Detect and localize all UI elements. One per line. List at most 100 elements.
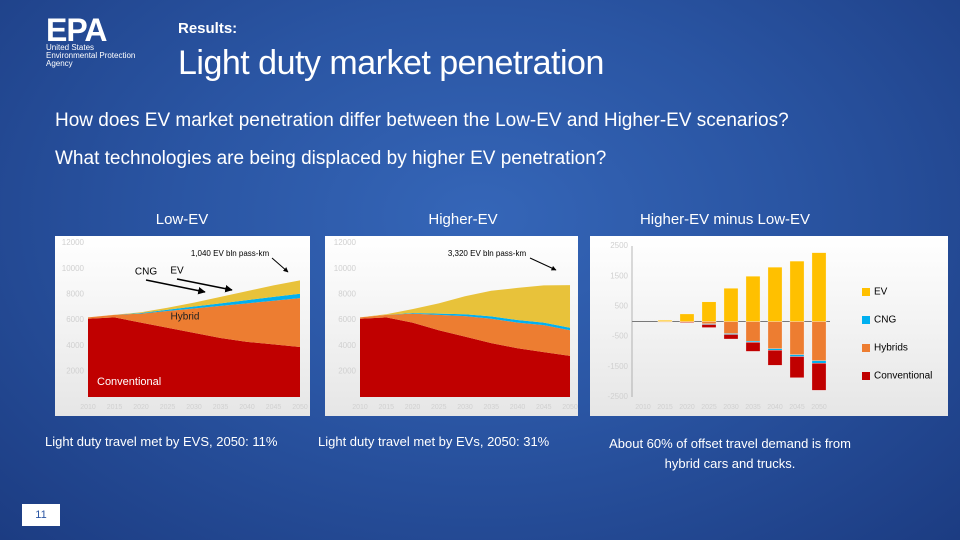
y-tick-label: 2500 <box>610 241 628 250</box>
x-tick-label: 2020 <box>679 404 695 411</box>
legend-label: EV <box>874 287 888 298</box>
bar <box>679 313 695 322</box>
stacked-area <box>88 298 300 347</box>
bar <box>789 321 805 355</box>
x-tick-label: 2050 <box>292 404 308 411</box>
x-tick-label: 2010 <box>352 404 368 411</box>
agency: United States Environmental Protection A… <box>46 44 135 68</box>
x-tick-label: 2025 <box>701 404 717 411</box>
bar <box>767 266 783 322</box>
bar <box>701 301 717 322</box>
legend-swatch <box>862 288 870 296</box>
bar <box>723 321 739 334</box>
y-tick-label: 8000 <box>338 289 356 298</box>
bar <box>701 324 717 328</box>
x-tick-label: 2045 <box>266 404 282 411</box>
legend-swatch <box>862 372 870 380</box>
question: How does EV market penetration differ be… <box>55 110 789 131</box>
x-tick-label: 2025 <box>431 404 447 411</box>
bar <box>767 348 783 351</box>
x-tick-label: 2030 <box>186 404 202 411</box>
x-tick-label: 2045 <box>536 404 552 411</box>
kicker: Results: <box>178 20 238 37</box>
bar <box>789 354 805 357</box>
y-tick-label: 8000 <box>66 289 84 298</box>
bar <box>767 350 783 366</box>
annotation: 3,320 EV bln pass-km <box>448 249 527 258</box>
x-tick-label: 2015 <box>657 404 673 411</box>
question: What technologies are being displaced by… <box>55 148 607 169</box>
x-tick-label: 2035 <box>483 404 499 411</box>
x-tick-label: 2040 <box>767 404 783 411</box>
x-tick-label: 2020 <box>405 404 421 411</box>
bar <box>745 276 761 322</box>
y-tick-label: 2000 <box>338 366 356 375</box>
x-tick-label: 2025 <box>160 404 176 411</box>
x-tick-label: 2040 <box>239 404 255 411</box>
y-tick-label: 4000 <box>66 341 84 350</box>
agency-line: Agency <box>46 59 73 68</box>
arrow <box>529 257 557 271</box>
stacked-area <box>360 313 570 356</box>
bar <box>701 321 717 325</box>
bar <box>811 321 827 361</box>
x-tick-label: 2050 <box>562 404 578 411</box>
x-tick-label: 2040 <box>510 404 526 411</box>
arrow <box>271 257 289 273</box>
caption: Light duty travel met by EVs, 2050: 31% <box>318 434 550 449</box>
series-label: Hybrid <box>171 312 200 323</box>
stacked-area <box>360 285 570 328</box>
logo: EPA <box>46 12 107 48</box>
x-tick-label: 2035 <box>213 404 229 411</box>
bar <box>745 340 761 343</box>
slide-title: Light duty market penetration <box>178 44 604 82</box>
x-tick-label: 2015 <box>378 404 394 411</box>
y-tick-label: -2500 <box>608 392 629 401</box>
chart-title: Higher-EV <box>428 211 497 228</box>
legend-swatch <box>862 344 870 352</box>
y-tick-label: 6000 <box>338 315 356 324</box>
x-tick-label: 2020 <box>133 404 149 411</box>
page-number: 11 <box>22 504 60 526</box>
legend-label: CNG <box>874 315 896 326</box>
y-tick-label: 10000 <box>334 264 357 273</box>
y-tick-label: 2000 <box>66 366 84 375</box>
legend-label: Hybrids <box>874 343 908 354</box>
bar <box>767 321 783 349</box>
x-tick-label: 2030 <box>457 404 473 411</box>
series-label: Conventional <box>97 376 161 388</box>
bar <box>789 356 805 378</box>
bar <box>723 334 739 340</box>
bar <box>745 321 761 342</box>
chart-title: Low-EV <box>156 211 209 228</box>
y-tick-label: 500 <box>615 302 629 311</box>
bar <box>723 288 739 322</box>
caption: About 60% of offset travel demand is fro… <box>609 436 851 471</box>
stacked-area <box>360 312 570 331</box>
x-tick-label: 2045 <box>789 404 805 411</box>
caption: Light duty travel met by EVS, 2050: 11% <box>45 434 278 449</box>
series-label: EV <box>170 266 184 277</box>
bar <box>811 252 827 322</box>
annotation: 1,040 EV bln pass-km <box>191 249 270 258</box>
y-tick-label: 6000 <box>66 315 84 324</box>
y-tick-label: 4000 <box>338 341 356 350</box>
x-tick-label: 2010 <box>635 404 651 411</box>
y-tick-label: 12000 <box>334 238 357 247</box>
chart-title: Higher-EV minus Low-EV <box>640 211 810 228</box>
y-tick-label: -1500 <box>608 362 629 371</box>
bar <box>679 322 695 324</box>
x-tick-label: 2030 <box>723 404 739 411</box>
y-tick-label: 1500 <box>610 271 628 280</box>
legend-swatch <box>862 316 870 324</box>
stacked-area <box>88 317 300 397</box>
bar <box>811 363 827 391</box>
agency-line: United States <box>46 43 95 52</box>
x-tick-label: 2010 <box>80 404 96 411</box>
arrow <box>145 279 206 295</box>
bar <box>811 360 827 364</box>
y-tick-label: -500 <box>612 332 629 341</box>
stacked-area <box>360 317 570 397</box>
